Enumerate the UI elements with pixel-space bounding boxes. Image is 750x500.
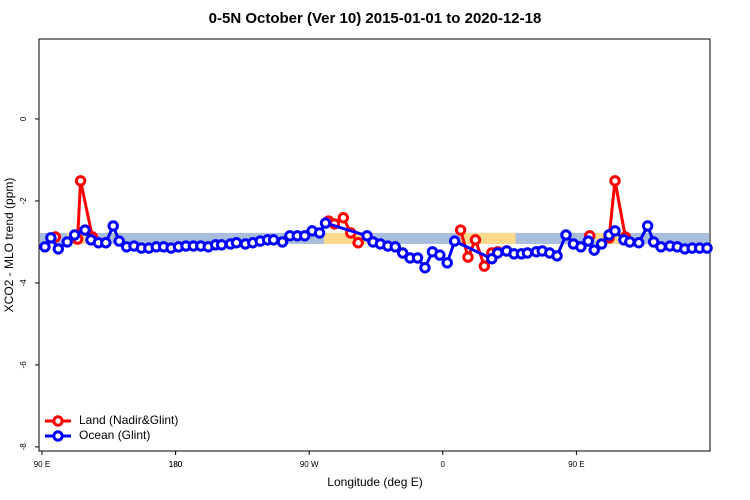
data-point: [560, 229, 572, 241]
x-tick-label: 90 E: [34, 460, 50, 469]
y-tick-label: -8: [19, 443, 28, 451]
legend-label: Ocean (Glint): [79, 428, 150, 442]
data-point: [313, 227, 326, 239]
data-point: [267, 234, 280, 246]
y-tick-label: -6: [19, 361, 28, 369]
data-point: [389, 241, 401, 253]
data-point: [575, 241, 587, 253]
data-point: [521, 247, 534, 259]
data-point: [462, 251, 474, 263]
x-tick-label: 180: [169, 460, 183, 469]
data-point: [299, 230, 311, 242]
data-point: [319, 217, 332, 229]
data-point: [45, 232, 57, 244]
data-point: [633, 237, 645, 249]
data-point: [61, 236, 73, 248]
data-point: [609, 175, 621, 187]
legend-marker: [52, 415, 64, 427]
data-point: [337, 212, 350, 224]
band-highlight: [460, 232, 516, 244]
data-point: [215, 239, 228, 251]
y-tick-label: 0: [19, 116, 28, 121]
data-point: [434, 249, 446, 261]
data-point: [352, 237, 364, 249]
data-point: [419, 262, 431, 274]
data-point: [52, 243, 64, 255]
y-tick-label: -2: [19, 197, 28, 205]
data-point: [624, 236, 636, 248]
data-point: [454, 224, 467, 236]
data-point: [588, 244, 600, 256]
y-tick-label: -4: [19, 279, 28, 287]
data-point: [397, 247, 409, 259]
legend-marker: [52, 430, 64, 442]
data-point: [39, 241, 51, 253]
data-point: [551, 250, 563, 262]
data-point: [68, 229, 81, 241]
data-point: [478, 260, 491, 272]
data-point: [582, 235, 594, 247]
x-tick-label: 90 E: [568, 460, 584, 469]
data-point: [74, 175, 87, 187]
data-point: [230, 237, 243, 249]
x-tick-label: 90 W: [300, 460, 319, 469]
data-point: [411, 252, 424, 264]
data-point: [701, 242, 713, 254]
data-point: [595, 238, 608, 250]
data-point: [492, 247, 504, 259]
data-point: [647, 236, 660, 248]
data-point: [107, 220, 119, 232]
band-highlight: [324, 232, 374, 244]
data-point: [469, 234, 482, 246]
data-point: [100, 237, 112, 249]
data-point: [655, 241, 667, 253]
chart-title: 0-5N October (Ver 10) 2015-01-01 to 2020…: [209, 10, 542, 27]
y-axis-label: XCO2 - MLO trend (ppm): [2, 178, 16, 313]
data-point: [79, 224, 91, 236]
data-point: [448, 235, 461, 247]
x-axis-label: Longitude (deg E): [327, 475, 422, 489]
data-point: [113, 235, 125, 247]
data-point: [276, 236, 289, 248]
x-tick-label: 0: [441, 460, 446, 469]
x-tick-label: 180: [169, 460, 183, 469]
data-point: [441, 257, 453, 269]
data-point: [641, 220, 654, 232]
legend-label: Land (Nadir&Glint): [79, 413, 178, 427]
data-point: [609, 225, 621, 237]
